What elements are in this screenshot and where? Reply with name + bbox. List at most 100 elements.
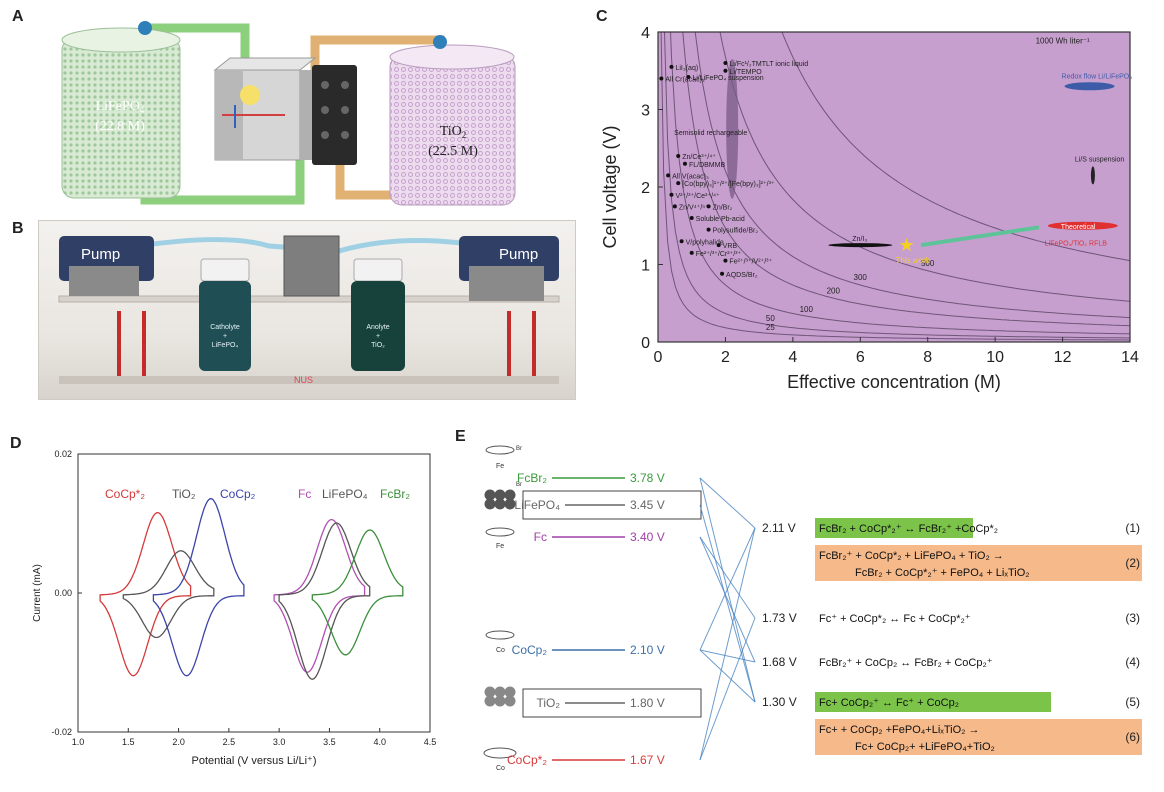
x-tick-label: 8: [923, 349, 932, 366]
contour-line: [719, 32, 1130, 302]
point-label: VRB: [723, 243, 738, 250]
point-label: Semisolid rechargeable: [674, 130, 747, 137]
data-point: [676, 154, 681, 158]
y-tick-label: 3: [641, 103, 650, 120]
y-tick-label: 1: [641, 258, 650, 275]
level-box: [522, 688, 702, 718]
point-label: Zn/Br₂: [713, 204, 733, 211]
lifepo4-crystal-icon: [484, 489, 516, 510]
flow-battery-schematic: LiFePO4 (22.8 M) TiO2 (22.5 M): [61, 21, 516, 206]
point-label: Li/Fc¹/₂TMTLT ionic liquid: [729, 61, 808, 68]
contour-label: 200: [827, 286, 841, 295]
cv-curve: [152, 498, 245, 677]
data-point: [659, 76, 664, 81]
y-tick-label: 0: [641, 335, 650, 352]
energy-density-chart: 1000 Wh liter⁻¹5003002001005025LiI₃(aq)L…: [600, 25, 1139, 392]
data-point: [706, 204, 711, 209]
contour-label: 500: [921, 259, 935, 268]
point-label: Fe²⁺/³⁺/V²⁺/³⁺: [729, 259, 772, 266]
this-work-star: ★: [898, 235, 914, 255]
point-label: Theoretical: [1061, 224, 1096, 231]
reaction-voltage: 1.73 V: [762, 611, 797, 625]
reaction-equation: Fc+ CoCp₂⁺ ↔ Fc⁺ + CoCp₂: [819, 697, 959, 709]
data-point: [723, 258, 728, 263]
right-tank-conc: (22.5 M): [428, 144, 478, 159]
reaction-voltage: 1.68 V: [762, 655, 797, 669]
redox-level-diagram: Fe Br Br Fe Co Co FcBr₂ 3.78 V LiFePO₄ 3.45 V Fc 3.…: [483, 445, 1142, 772]
point-label: Zn/Ce³⁺/⁴⁺: [682, 154, 716, 161]
reaction-number: (2): [1125, 556, 1140, 570]
level-name: TiO₂: [536, 696, 560, 710]
legend-label: CoCp*₂: [105, 487, 145, 501]
panel-b-photo: Pump Pump Catholyte + LiFePO₄ Anolyte + …: [38, 220, 576, 400]
semisolid-ellipse: [726, 58, 739, 199]
zn-i3-ellipse: [828, 243, 893, 248]
level-value: 3.78 V: [630, 471, 665, 485]
contour-line: [694, 32, 1130, 319]
data-point: [716, 243, 721, 248]
mol-label: Fe: [496, 543, 504, 550]
level-value: 1.80 V: [630, 696, 665, 710]
data-point: [682, 161, 687, 166]
point-label: Polysulfide/Br₂: [713, 228, 759, 235]
lis-ellipse: [1090, 166, 1095, 185]
right-pump: Pump: [459, 236, 559, 301]
pump-label-left: Pump: [81, 246, 120, 263]
x-tick-label: 4: [788, 349, 797, 366]
connector-line: [699, 649, 756, 703]
cv-curve: [278, 522, 371, 680]
level-value: 2.10 V: [630, 643, 665, 657]
reaction-equation-line2: Fc+ CoCp₂+ +LiFePO₄+TiO₂: [855, 741, 995, 753]
level-name: CoCp*₂: [507, 753, 547, 767]
x-tick-label: 12: [1054, 349, 1072, 366]
panel-d-chart: 1.0 1.5 2.0 2.5 3.0 3.5 4.0 4.5 0.02 0.00 -0.02 Pot…: [0, 440, 450, 787]
x-tick-label: 10: [986, 349, 1004, 366]
left-tank-conc: (22.8 M): [95, 119, 145, 134]
light-bulb-icon: [240, 85, 260, 105]
contour-line: [664, 32, 1130, 339]
data-point: [679, 239, 684, 244]
mol-label: Co: [496, 647, 505, 654]
point-label: This work: [895, 256, 930, 265]
panel-a-schematic: LiFePO4 (22.8 M) TiO2 (22.5 M): [50, 10, 580, 220]
x-tick-label: 6: [856, 349, 865, 366]
right-tank-label: TiO2: [440, 124, 467, 140]
contour-label: 300: [854, 273, 868, 282]
reaction-voltage: 1.30 V: [762, 695, 797, 709]
connector-line: [699, 617, 756, 761]
panel-e-diagram: Fe Br Br Fe Co Co FcBr₂ 3.78 V LiFePO₄ 3.45 V Fc 3.…: [460, 440, 1164, 787]
cv-curve: [122, 550, 215, 639]
cv-curve: [99, 511, 192, 677]
y-tick-label: -0.02: [51, 727, 72, 737]
legend-label: Fc: [298, 487, 311, 501]
reaction-number: (3): [1125, 611, 1140, 625]
arrow-to-theoretical: [920, 225, 1040, 248]
reaction-highlight: [815, 692, 1051, 712]
panel-label-e: E: [455, 428, 466, 445]
ferrocene-molecule-icon: [485, 527, 515, 537]
connector-line: [699, 504, 756, 703]
panel-label-a: A: [12, 8, 24, 25]
mol-label: Br: [516, 446, 522, 452]
data-point: [723, 61, 728, 65]
point-label: Fe²⁺/³⁺/Cr²⁺/³⁺: [696, 251, 742, 258]
point-label: Zn/I₃: [852, 236, 867, 243]
pump-head-icon: [433, 35, 447, 49]
panel-c-chart: 1000 Wh liter⁻¹ 500 300 200 100 50 25 LiI₃(aq) L…: [590, 10, 1164, 398]
left-tank: [61, 21, 181, 199]
flow-cell: [213, 57, 357, 165]
data-point: [669, 192, 674, 197]
panel-label-d: D: [10, 435, 22, 452]
cv-chart: 1.0 1.5 2.0 2.5 3.0 3.5 4.0 4.5 0.02 0.00 -0.02 Pot…: [32, 449, 436, 767]
point-label: Zn/V⁴⁺/⁵⁺: [679, 204, 709, 211]
x-tick-label: 14: [1121, 349, 1139, 366]
x-tick-label: 1.5: [122, 737, 135, 747]
point-label: LiFePO₄/TiO₂ RFLB: [1045, 240, 1107, 247]
reaction-number: (1): [1125, 521, 1140, 535]
mol-label: Br: [516, 482, 522, 488]
reaction-equation: FcBr₂⁺ + CoCp₂ ↔ FcBr₂ + CoCp₂⁺: [819, 657, 993, 669]
reaction-voltage: 2.11 V: [762, 521, 796, 535]
contour-line: [670, 32, 1130, 335]
legend-label: TiO₂: [172, 487, 196, 501]
decamethylcobaltocene-molecule-icon: [483, 747, 517, 759]
